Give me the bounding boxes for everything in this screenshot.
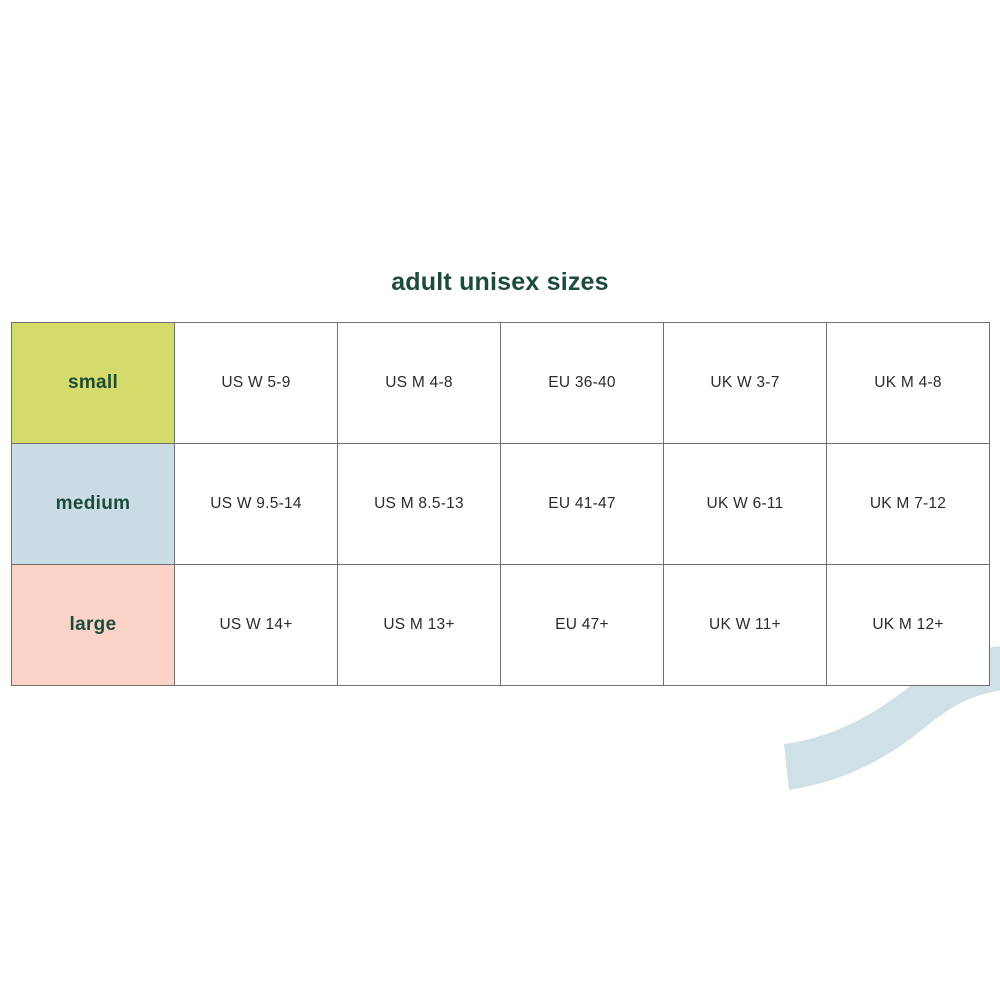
size-label-medium: medium [11,443,175,565]
page-title: adult unisex sizes [391,268,609,296]
table-cell: UK W 6-11 [663,443,827,565]
table-cell: UK W 3-7 [663,322,827,444]
table-cell: UK M 7-12 [826,443,990,565]
table-cell: EU 36-40 [500,322,664,444]
table-cell: UK M 4-8 [826,322,990,444]
size-label-large: large [11,564,175,686]
table-cell: US M 4-8 [337,322,501,444]
table-row: medium US W 9.5-14 US M 8.5-13 EU 41-47 … [11,443,990,565]
table-cell: UK M 12+ [826,564,990,686]
table-cell: UK W 11+ [663,564,827,686]
table-row: large US W 14+ US M 13+ EU 47+ UK W 11+ … [11,564,990,686]
table-cell: EU 47+ [500,564,664,686]
size-label-small: small [11,322,175,444]
table-cell: US M 13+ [337,564,501,686]
table-cell: US W 5-9 [174,322,338,444]
size-chart-table: small US W 5-9 US M 4-8 EU 36-40 UK W 3-… [11,322,990,686]
table-cell: US M 8.5-13 [337,443,501,565]
table-cell: US W 9.5-14 [174,443,338,565]
table-row: small US W 5-9 US M 4-8 EU 36-40 UK W 3-… [11,322,990,444]
table-cell: US W 14+ [174,564,338,686]
table-cell: EU 41-47 [500,443,664,565]
